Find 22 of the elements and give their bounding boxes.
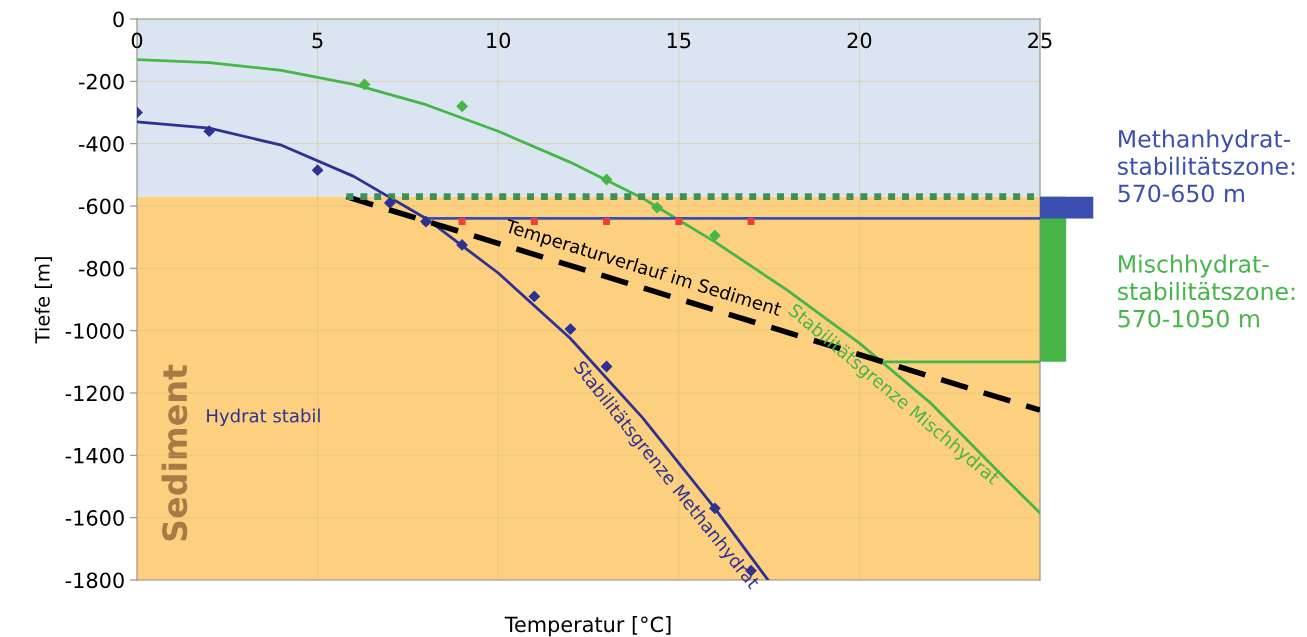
x-tick-label: 15 — [667, 32, 691, 49]
annotation: Hydrat stabil — [207, 408, 320, 427]
y-tick-label: -1800 — [65, 572, 124, 589]
x-axis-title: Temperatur [°C] — [504, 616, 671, 637]
band-label: Sediment — [161, 364, 188, 541]
y-tick-label: 0 — [113, 11, 124, 28]
y-tick-label: -1200 — [65, 385, 124, 402]
text: Mischhydrat- stabilitätszone: 570-1050 m — [1118, 254, 1295, 328]
x-tick-label: 0 — [131, 32, 143, 49]
y-tick-label: -1600 — [65, 510, 124, 526]
x-tick-label: 20 — [847, 32, 872, 49]
y-tick-label: -1400 — [65, 447, 124, 464]
x-tick-label: 25 — [1028, 32, 1052, 49]
x-tick-label: 5 — [312, 32, 323, 49]
y-tick-label: -600 — [78, 198, 124, 215]
x-tick-label: 10 — [487, 32, 511, 49]
y-tick-label: -1000 — [65, 323, 124, 339]
text: Methanhydrat- stabilitätszone: 570-650 m — [1118, 129, 1295, 203]
y-tick-label: -800 — [78, 260, 124, 277]
y-tick-label: -400 — [78, 136, 124, 152]
y-axis-title: Tiefe [m] — [34, 257, 53, 344]
y-tick-label: -200 — [78, 73, 124, 90]
